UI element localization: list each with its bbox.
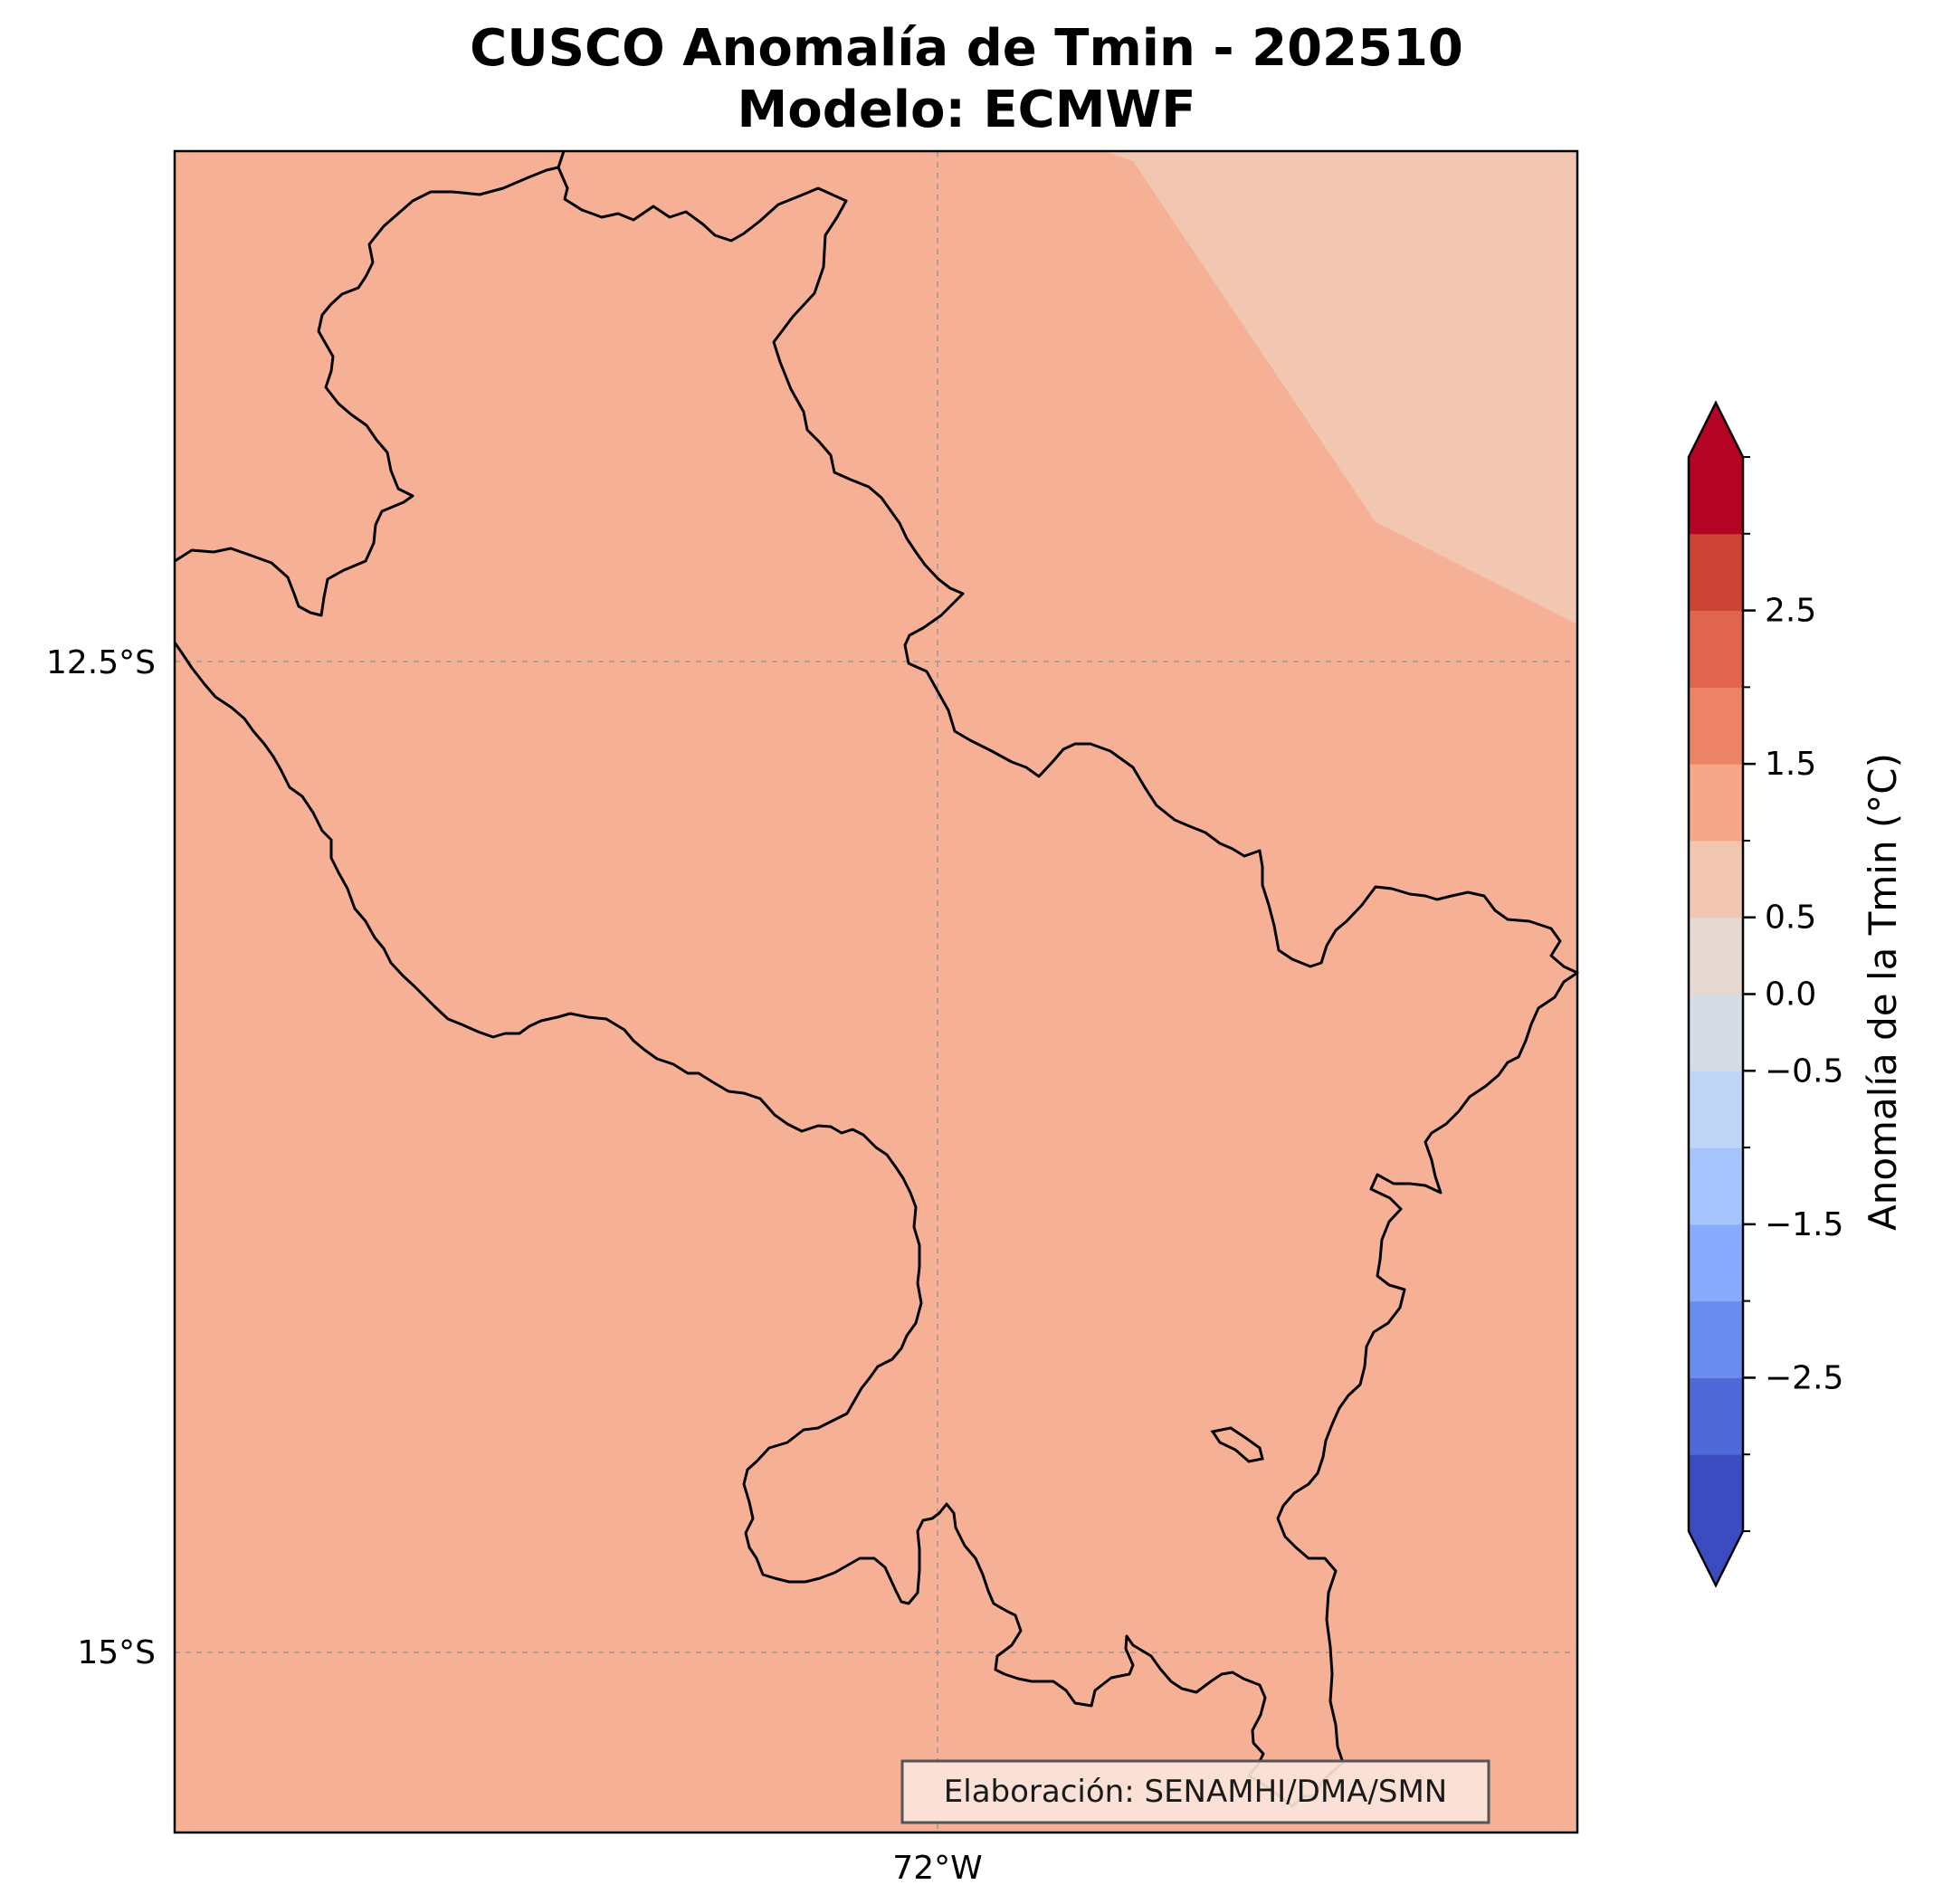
credit-text: Elaboración: SENAMHI/DMA/SMN [944,1774,1447,1810]
colorbar-bin [1689,764,1743,842]
colorbar-bin [1689,533,1743,612]
colorbar-label: Anomalía de la Tmin (°C) [1861,753,1905,1231]
colorbar-tick-label: −1.5 [1765,1206,1843,1243]
map-panel: 12.5°S 15°S 72°W Elaboración: SENAMHI/DM… [46,149,1579,1887]
lat-tick-label-15s: 15°S [77,1634,156,1671]
title-line-1: CUSCO Anomalía de Tmin - 202510 [470,19,1463,78]
colorbar-bin [1689,1377,1743,1455]
colorbar-tick-label: 0.5 [1765,900,1816,937]
colorbar-tick-label: −2.5 [1765,1359,1843,1396]
colorbar-tick-label: 1.5 [1765,746,1816,783]
colorbar-tick-label: −0.5 [1765,1052,1843,1090]
colorbar-bin [1689,1147,1743,1225]
colorbar-bin [1689,1454,1743,1532]
anomaly-field-northeast [1104,151,1577,624]
colorbar-extend-min [1689,1531,1743,1585]
colorbar-bin [1689,610,1743,688]
colorbar-bin [1689,994,1743,1071]
colorbar-tick-label: 0.0 [1765,976,1816,1014]
title-line-2: Modelo: ECMWF [738,81,1196,139]
colorbar-bin [1689,1300,1743,1378]
lon-tick-label-72w: 72°W [892,1850,982,1887]
colorbar-extend-max [1689,403,1743,457]
colorbar: 2.5 1.5 0.5 0.0 −0.5 −1.5 −2.5 [1687,400,1843,1588]
lake-icon [1210,1426,1264,1463]
colorbar-bin [1689,1223,1743,1302]
colorbar-bin [1689,917,1743,995]
colorbar-bin [1689,1071,1743,1148]
map-frame [173,149,1579,1834]
credit-box [900,1759,1490,1824]
colorbar-bin [1689,687,1743,765]
colorbar-bin [1689,457,1743,535]
colorbar-tick-label: 2.5 [1765,593,1816,630]
region-boundary-west [174,166,559,617]
lat-tick-label-12-5s: 12.5°S [46,644,156,681]
colorbar-bin [1689,840,1743,919]
